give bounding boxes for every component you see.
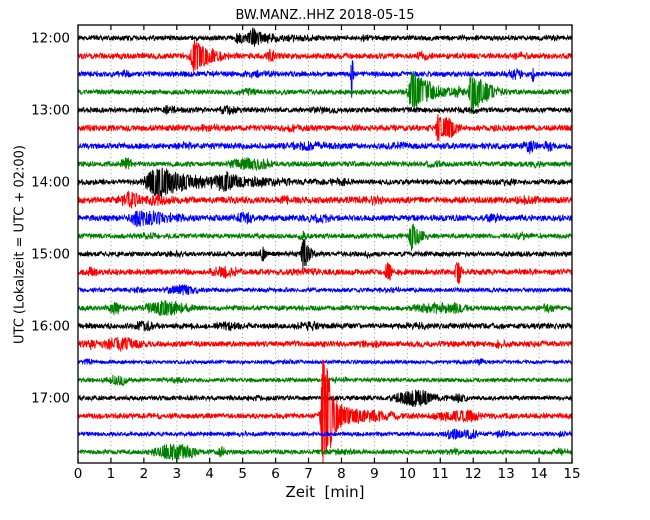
trace-13:30 (78, 140, 572, 155)
trace-17:15 (78, 359, 572, 463)
y-tick-label-16:00: 16:00 (31, 319, 70, 335)
y-tick-label-17:00: 17:00 (31, 391, 70, 407)
chart-title: BW.MANZ..HHZ 2018-05-15 (235, 8, 415, 23)
trace-15:00 (78, 238, 572, 270)
x-tick-label-6: 6 (271, 466, 280, 482)
trace-12:30 (78, 60, 572, 98)
trace-16:30 (78, 358, 572, 366)
trace-15:30 (78, 283, 572, 296)
y-tick-label-13:00: 13:00 (31, 103, 70, 119)
trace-12:45 (78, 70, 572, 114)
trace-12:15 (78, 39, 572, 73)
x-tick-label-12: 12 (465, 466, 482, 482)
x-tick-label-5: 5 (238, 466, 247, 482)
x-tick-label-2: 2 (140, 466, 149, 482)
trace-14:30 (78, 210, 572, 228)
x-tick-label-3: 3 (173, 466, 182, 482)
x-tick-label-4: 4 (205, 466, 214, 482)
x-tick-label-8: 8 (337, 466, 346, 482)
x-tick-label-0: 0 (74, 466, 83, 482)
trace-14:00 (78, 167, 572, 198)
trace-15:45 (78, 300, 572, 317)
trace-14:15 (78, 190, 572, 209)
y-tick-label-14:00: 14:00 (31, 175, 70, 191)
trace-13:15 (78, 114, 572, 142)
y-tick-label-12:00: 12:00 (31, 31, 70, 47)
trace-15:15 (78, 261, 572, 284)
x-tick-label-11: 11 (432, 466, 449, 482)
x-tick-label-15: 15 (563, 466, 580, 482)
trace-12:00 (78, 27, 572, 47)
traces-group (78, 27, 572, 463)
y-tick-label-15:00: 15:00 (31, 247, 70, 263)
x-tick-label-10: 10 (399, 466, 416, 482)
x-tick-label-1: 1 (107, 466, 116, 482)
x-axis-label: Zeit [min] (285, 483, 365, 501)
trace-17:45 (78, 443, 572, 461)
x-tick-label-9: 9 (370, 466, 379, 482)
x-tick-label-7: 7 (304, 466, 313, 482)
y-axis-label: UTC (Lokalzeit = UTC + 02:00) (12, 145, 28, 344)
x-tick-label-13: 13 (498, 466, 515, 482)
x-tick-label-14: 14 (530, 466, 547, 482)
trace-16:15 (78, 336, 572, 352)
trace-13:00 (78, 104, 572, 115)
axes-frame (77, 24, 573, 464)
trace-17:30 (78, 428, 572, 441)
trace-14:45 (78, 223, 572, 252)
trace-16:00 (78, 320, 572, 332)
trace-13:45 (78, 157, 572, 171)
